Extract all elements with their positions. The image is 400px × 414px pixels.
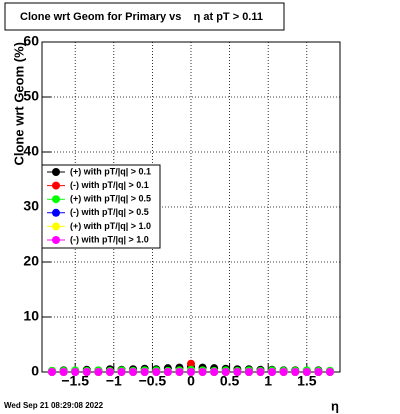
y-tick-label: 50 <box>23 88 39 104</box>
marker <box>291 368 300 376</box>
x-tick-label: −1.5 <box>61 373 89 389</box>
legend-box <box>41 164 161 249</box>
marker <box>140 368 149 376</box>
marker <box>187 359 195 368</box>
marker <box>129 368 138 376</box>
marker <box>117 368 126 376</box>
y-tick-label: 60 <box>23 33 39 49</box>
marker <box>94 368 103 376</box>
marker <box>163 368 172 376</box>
title-box <box>4 2 285 31</box>
marker <box>175 368 184 376</box>
legend-marker <box>52 236 60 244</box>
marker <box>82 368 91 376</box>
legend-marker <box>52 168 60 176</box>
y-tick-label: 40 <box>23 143 39 159</box>
legend-label: (+) with pT/|q| > 1.0 <box>70 221 151 231</box>
x-tick-label: 0.5 <box>220 373 240 389</box>
legend-marker <box>52 222 60 231</box>
y-tick-label: 20 <box>23 253 39 269</box>
timestamp: Wed Sep 21 08:29:08 2022 <box>4 401 104 410</box>
marker <box>152 368 161 376</box>
legend-label: (+) with pT/|q| > 0.5 <box>70 194 151 204</box>
chart-title: Clone wrt Geom for Primary vs η at pT > … <box>20 11 263 23</box>
marker <box>221 368 230 376</box>
marker <box>48 368 57 376</box>
x-axis-label: η <box>331 398 339 413</box>
legend-label: (-) with pT/|q| > 0.5 <box>70 207 149 217</box>
marker <box>279 368 288 376</box>
y-tick-label: 10 <box>23 308 39 324</box>
legend-marker <box>52 195 60 204</box>
marker <box>314 368 323 376</box>
y-tick-label: 0 <box>31 363 39 379</box>
marker <box>268 368 277 376</box>
x-tick-label: −1 <box>106 373 122 389</box>
legend-label: (-) with pT/|q| > 1.0 <box>70 234 149 244</box>
marker <box>233 368 242 376</box>
y-tick-label: 30 <box>23 198 39 214</box>
x-tick-label: 1 <box>264 373 272 389</box>
marker <box>325 368 334 376</box>
x-tick-label: −0.5 <box>139 373 167 389</box>
marker <box>187 368 195 376</box>
legend-label: (-) with pT/|q| > 0.1 <box>70 180 149 190</box>
marker <box>244 368 253 376</box>
marker <box>198 368 207 376</box>
x-tick-label: 1.5 <box>297 373 317 389</box>
legend-label: (+) with pT/|q| > 0.1 <box>70 166 151 176</box>
x-tick-label: 0 <box>187 373 195 389</box>
marker <box>210 368 219 376</box>
legend-marker <box>52 181 60 190</box>
marker <box>71 368 80 376</box>
legend-marker <box>52 208 60 217</box>
marker <box>302 368 311 376</box>
marker <box>256 368 265 376</box>
y-axis-label: Clone wrt Geom (%) <box>11 42 26 166</box>
marker <box>59 368 68 376</box>
marker <box>105 368 114 376</box>
